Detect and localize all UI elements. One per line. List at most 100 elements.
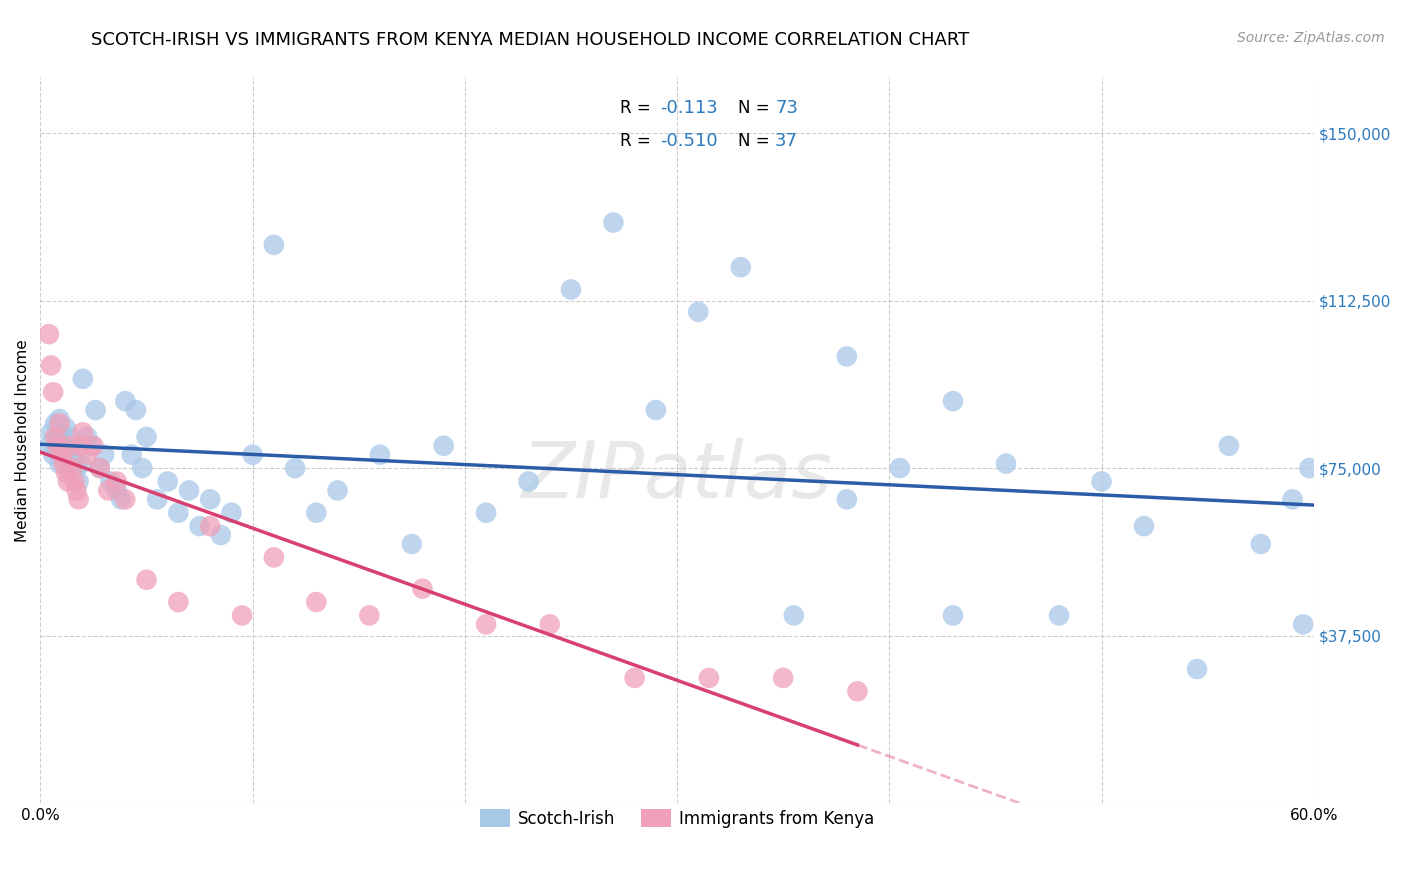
Point (121, 448, 143, 462)
Point (1250, 537, 1272, 551)
Point (688, 305, 710, 319)
Point (60, 461, 83, 475)
Point (67, 492, 90, 507)
Point (1298, 461, 1320, 475)
Point (198, 519, 221, 533)
Point (52, 452, 75, 467)
Text: Source: ZipAtlas.com: Source: ZipAtlas.com (1237, 31, 1385, 45)
Text: R =: R = (620, 132, 651, 150)
Point (46, 439, 69, 453)
Point (84, 403, 107, 417)
Point (995, 457, 1018, 471)
Point (69, 457, 91, 471)
Point (305, 506, 328, 520)
Point (72, 425, 94, 440)
Point (82, 439, 104, 453)
Point (602, 215, 624, 229)
Point (69, 439, 91, 453)
Point (1218, 439, 1240, 453)
Point (46, 430, 69, 444)
Point (1292, 617, 1315, 632)
Text: 73: 73 (775, 99, 799, 117)
Point (177, 483, 200, 498)
Point (644, 403, 666, 417)
Y-axis label: Median Household Income: Median Household Income (15, 339, 30, 541)
Point (1090, 475, 1112, 489)
Point (55, 421, 77, 435)
Point (59, 430, 82, 444)
Point (538, 617, 561, 632)
Point (48, 412, 70, 426)
Point (835, 350, 858, 364)
Point (65, 461, 87, 475)
Point (156, 475, 179, 489)
Legend: Scotch-Irish, Immigrants from Kenya: Scotch-Irish, Immigrants from Kenya (474, 803, 882, 835)
Point (48, 457, 70, 471)
Point (125, 403, 148, 417)
Text: -0.113: -0.113 (661, 99, 718, 117)
Point (89, 461, 111, 475)
Point (198, 492, 221, 507)
Point (772, 671, 794, 685)
Point (942, 394, 965, 409)
Point (783, 608, 806, 623)
Point (1281, 492, 1303, 507)
Text: 37: 37 (775, 132, 799, 150)
Point (475, 506, 498, 520)
Point (284, 461, 307, 475)
Point (55, 443, 77, 458)
Point (42, 448, 65, 462)
Point (39, 359, 62, 373)
Point (517, 475, 540, 489)
Point (55, 466, 77, 480)
Text: SCOTCH-IRISH VS IMMIGRANTS FROM KENYA MEDIAN HOUSEHOLD INCOME CORRELATION CHART: SCOTCH-IRISH VS IMMIGRANTS FROM KENYA ME… (91, 31, 970, 49)
Point (65, 483, 87, 498)
Point (56, 461, 79, 475)
Point (39, 425, 62, 440)
Point (51, 439, 73, 453)
Point (93, 448, 115, 462)
Point (167, 506, 190, 520)
Point (44, 430, 66, 444)
Point (889, 461, 911, 475)
Point (76, 448, 98, 462)
Point (623, 671, 645, 685)
Point (100, 475, 122, 489)
Point (209, 528, 232, 542)
Point (67, 475, 90, 489)
Point (167, 595, 190, 609)
Point (475, 617, 498, 632)
Point (560, 283, 582, 297)
Point (433, 439, 456, 453)
Point (38, 327, 60, 342)
Point (105, 483, 128, 498)
Point (1047, 608, 1070, 623)
Point (105, 475, 128, 489)
Point (63, 475, 86, 489)
Point (263, 550, 285, 565)
Point (89, 461, 111, 475)
Point (188, 519, 211, 533)
Point (263, 238, 285, 252)
Point (135, 573, 157, 587)
Point (46, 443, 69, 458)
Point (114, 492, 136, 507)
Point (231, 608, 253, 623)
Point (97, 483, 120, 498)
Point (56, 475, 79, 489)
Point (411, 582, 433, 596)
Point (42, 385, 65, 400)
Point (359, 608, 381, 623)
Point (368, 448, 391, 462)
Point (135, 430, 157, 444)
Point (114, 394, 136, 409)
Point (52, 457, 75, 471)
Point (1133, 519, 1156, 533)
Point (146, 492, 169, 507)
Point (835, 492, 858, 507)
Point (697, 671, 720, 685)
Text: ZIPatlas: ZIPatlas (522, 439, 832, 515)
Point (110, 492, 132, 507)
Point (305, 595, 328, 609)
Text: -0.510: -0.510 (661, 132, 718, 150)
